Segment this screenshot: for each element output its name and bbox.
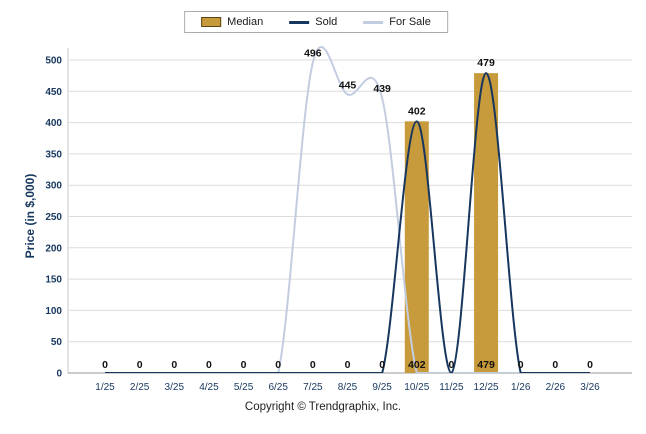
x-tick-label: 9/25 (372, 382, 392, 393)
for-sale-line-swatch (363, 20, 384, 24)
for-sale-value-label: 439 (373, 83, 391, 95)
median-value-label: 0 (310, 359, 316, 371)
median-value-label: 0 (171, 359, 177, 371)
x-tick-label: 4/25 (199, 382, 219, 393)
y-tick-label: 50 (51, 337, 63, 348)
x-tick-label: 12/25 (474, 382, 499, 393)
for-sale-line (105, 46, 590, 373)
median-value-label: 0 (587, 359, 593, 371)
y-tick-label: 500 (45, 56, 62, 67)
x-tick-label: 3/25 (165, 382, 185, 393)
sold-line (105, 72, 590, 373)
legend-item-for-sale: For Sale (363, 16, 431, 28)
median-value-label: 0 (206, 359, 212, 371)
for-sale-value-label: 496 (304, 48, 322, 60)
median-value-label: 402 (408, 359, 426, 371)
sold-peak-label: 479 (477, 57, 495, 69)
x-tick-label: 3/26 (580, 382, 600, 393)
y-tick-label: 200 (45, 243, 62, 254)
y-tick-label: 350 (45, 149, 62, 160)
x-tick-label: 8/25 (338, 382, 358, 393)
sold-peak-label: 402 (408, 105, 426, 117)
median-value-label: 0 (449, 359, 455, 371)
median-value-label: 479 (477, 359, 495, 371)
y-tick-label: 100 (45, 306, 62, 317)
legend-item-median: Median (201, 16, 263, 28)
legend-label-sold: Sold (315, 16, 338, 28)
median-value-label: 0 (552, 359, 558, 371)
legend-label-for-sale: For Sale (389, 16, 431, 28)
x-tick-label: 2/26 (546, 382, 566, 393)
median-value-label: 0 (275, 359, 281, 371)
y-axis-title: Price (in $,000) (23, 173, 37, 259)
y-tick-label: 150 (45, 275, 62, 286)
for-sale-value-label: 445 (339, 79, 357, 91)
x-tick-label: 10/25 (404, 382, 429, 393)
x-tick-label: 2/25 (130, 382, 150, 393)
y-tick-label: 450 (45, 87, 62, 98)
chart-legend: Median Sold For Sale (184, 11, 448, 33)
median-bar (474, 73, 499, 374)
median-swatch (201, 17, 222, 27)
median-value-label: 0 (102, 359, 108, 371)
x-tick-label: 1/26 (511, 382, 531, 393)
legend-item-sold: Sold (289, 16, 337, 28)
x-tick-label: 11/25 (439, 382, 464, 393)
median-value-label: 0 (345, 359, 351, 371)
y-tick-label: 300 (45, 181, 62, 192)
copyright-text: Copyright © Trendgraphix, Inc. (244, 401, 402, 413)
y-tick-label: 400 (45, 118, 62, 129)
x-tick-label: 5/25 (234, 382, 254, 393)
median-value-label: 0 (379, 359, 385, 371)
legend-label-median: Median (227, 16, 264, 28)
sold-line-swatch (289, 20, 310, 24)
median-value-label: 0 (241, 359, 247, 371)
y-tick-label: 250 (45, 212, 62, 223)
x-tick-label: 7/25 (303, 382, 323, 393)
x-tick-label: 6/25 (268, 382, 288, 393)
median-value-label: 0 (137, 359, 143, 371)
y-tick-label: 0 (56, 369, 62, 380)
x-tick-label: 1/25 (95, 382, 115, 393)
median-value-label: 0 (518, 359, 524, 371)
